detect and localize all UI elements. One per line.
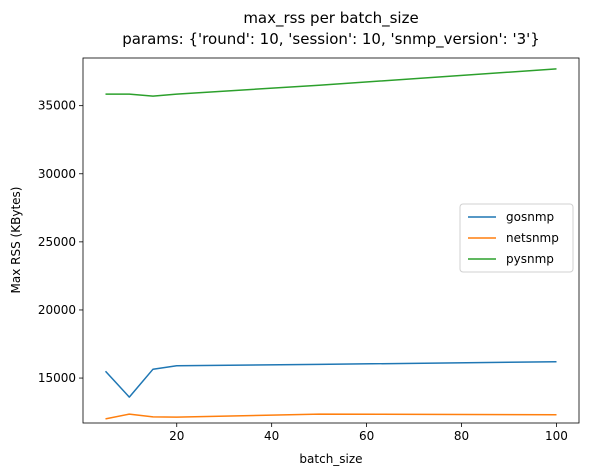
chart-subtitle: params: {'round': 10, 'session': 10, 'sn… — [122, 30, 540, 49]
legend-label-netsnmp: netsnmp — [506, 231, 559, 245]
legend-box — [459, 203, 574, 273]
y-tick-label: 25000 — [38, 235, 76, 249]
legend: gosnmp netsnmp pysnmp — [459, 203, 574, 273]
y-axis-label: Max RSS (KBytes) — [9, 187, 23, 294]
chart-title: max_rss per batch_size — [243, 9, 418, 28]
plot-area — [82, 57, 580, 424]
plot-frame — [82, 57, 580, 424]
legend-label-pysnmp: pysnmp — [506, 252, 554, 266]
series-line-netsnmp — [105, 413, 557, 420]
x-tick-label: 60 — [359, 429, 374, 443]
x-tick-label: 40 — [264, 429, 279, 443]
x-tick-label: 100 — [545, 429, 568, 443]
x-tick-label: 80 — [454, 429, 469, 443]
legend-label-gosnmp: gosnmp — [506, 210, 554, 224]
y-tick-label: 20000 — [38, 303, 76, 317]
y-tick-label: 15000 — [38, 371, 76, 385]
y-tick-label: 30000 — [38, 167, 76, 181]
x-tick-label: 20 — [169, 429, 184, 443]
series-line-gosnmp — [104, 360, 557, 398]
series-line-pysnmp — [105, 68, 557, 97]
series-group — [104, 68, 557, 420]
x-axis-label: batch_size — [299, 452, 362, 466]
x-axis: 20 40 60 80 100 — [169, 423, 568, 443]
y-tick-label: 35000 — [38, 99, 76, 113]
y-axis: 15000 20000 25000 30000 35000 — [38, 99, 83, 385]
